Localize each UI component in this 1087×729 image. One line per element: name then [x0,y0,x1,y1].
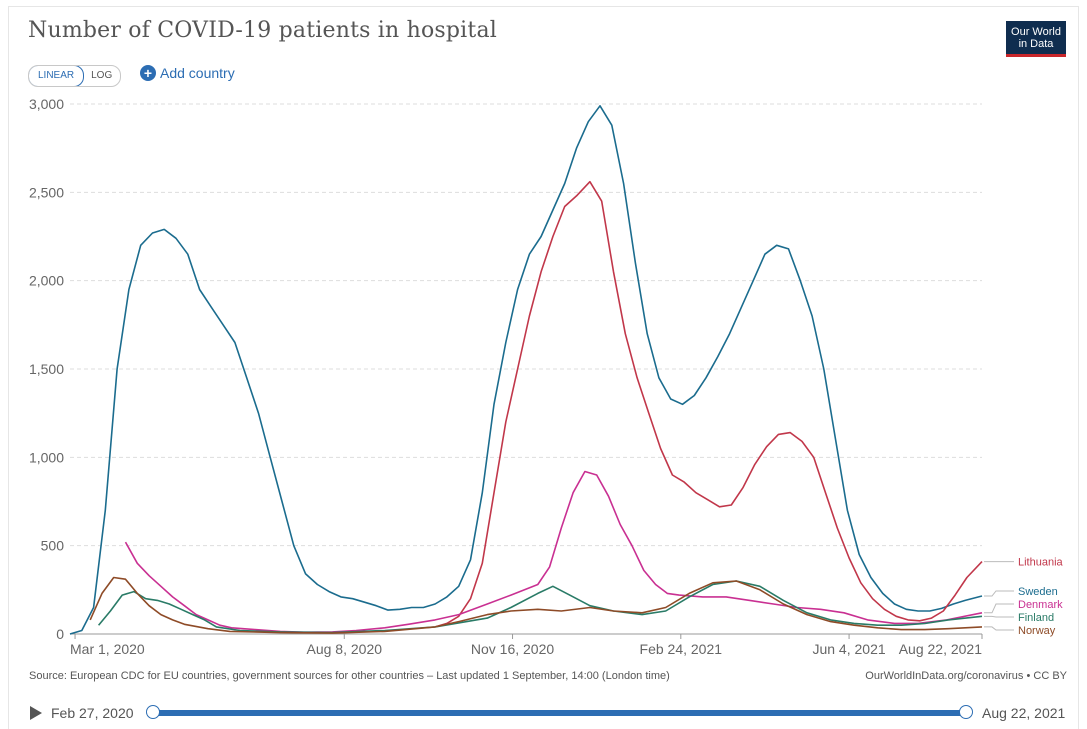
x-tick-label: Aug 22, 2021 [899,641,983,657]
y-tick-label: 500 [41,538,65,554]
series-label-norway[interactable]: Norway [1018,625,1056,637]
add-country-label: Add country [160,65,235,81]
logo-line-2: in Data [1018,38,1054,50]
y-tick-label: 0 [56,626,64,642]
timeline: Feb 27, 2020 Aug 22, 2021 [0,700,1087,729]
label-connector [984,615,1014,618]
scale-toggle: LINEAR LOG [28,65,122,87]
add-country-button[interactable]: + Add country [140,65,235,81]
x-axis-ticks: Mar 1, 2020 Aug 8, 2020 Nov 16, 2020 Feb 24… [70,634,983,657]
log-button[interactable]: LOG [91,70,113,81]
credit-link[interactable]: OurWorldInData.org/coronavirus • CC BY [865,670,1067,682]
label-connector [984,603,1014,614]
plus-circle-icon: + [140,65,156,81]
y-tick-label: 2,000 [29,273,64,289]
linear-button[interactable]: LINEAR [29,66,85,86]
y-tick-label: 1,500 [29,361,64,377]
y-tick-label: 1,000 [29,449,64,465]
y-tick-label: 2,500 [29,184,64,200]
series-line-sweden[interactable] [69,105,983,635]
timeline-end-label: Aug 22, 2021 [982,705,1066,721]
series-line-lithuania[interactable] [434,180,983,628]
x-tick-label: Aug 8, 2020 [307,641,383,657]
logo-line-1: Our World [1011,26,1061,38]
series-line-finland[interactable] [97,580,983,634]
x-tick-label: Mar 1, 2020 [70,641,145,657]
grid-lines [70,103,982,635]
x-tick-label: Nov 16, 2020 [471,641,554,657]
series-line-norway[interactable] [89,576,983,634]
page-title: Number of COVID-19 patients in hospital [28,18,498,43]
y-tick-label: 3,000 [29,96,64,112]
source-note: Source: European CDC for EU countries, g… [29,670,670,682]
x-tick-label: Jun 4, 2021 [812,641,885,657]
play-icon[interactable] [30,706,42,720]
series-label-finland[interactable]: Finland [1018,612,1054,624]
series-label-lithuania[interactable]: Lithuania [1018,557,1064,569]
series-lines [69,105,983,635]
timeline-start-handle[interactable] [146,705,160,719]
series-line-denmark[interactable] [124,470,983,633]
x-tick-label: Feb 24, 2021 [640,641,723,657]
line-chart: 0 500 1,000 1,500 2,000 2,500 3,000 Mar 1, 202… [29,96,1064,657]
timeline-start-label: Feb 27, 2020 [51,705,134,721]
y-axis-ticks: 0 500 1,000 1,500 2,000 2,500 3,000 [29,96,64,642]
chart-frame [8,6,1079,729]
timeline-end-handle[interactable] [959,705,973,719]
series-label-sweden[interactable]: Sweden [1018,586,1058,598]
timeline-track[interactable] [153,710,966,716]
label-connector [984,590,1014,597]
series-label-denmark[interactable]: Denmark [1018,599,1063,611]
owid-logo[interactable]: Our World in Data [1006,21,1066,57]
label-connector [984,626,1014,631]
